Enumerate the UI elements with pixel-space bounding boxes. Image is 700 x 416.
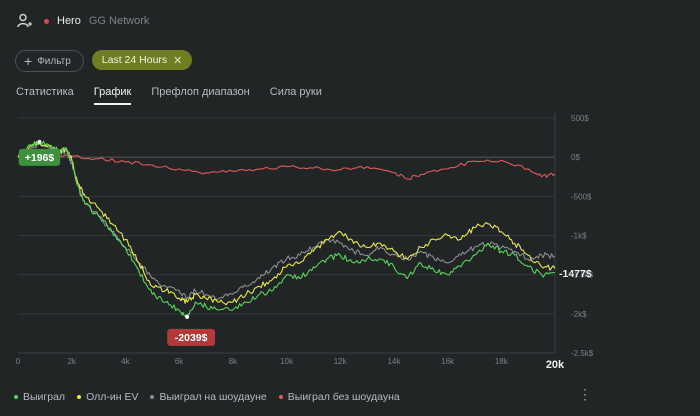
- y-tick-label: -1.5k$: [571, 271, 594, 280]
- legend-item-showdown[interactable]: Выиграл на шоудауне: [150, 391, 267, 403]
- series-line: [17, 140, 556, 318]
- tab-statistics[interactable]: Статистика: [16, 86, 74, 98]
- x-tick-label: 4k: [121, 357, 130, 366]
- series-line: [17, 141, 556, 306]
- x-tick-label: 20k: [546, 359, 565, 371]
- tab-hand-strength[interactable]: Сила руки: [269, 86, 322, 98]
- player-label: Hero: [57, 15, 81, 27]
- more-options-icon[interactable]: ⋮: [578, 386, 592, 402]
- legend-label: Выиграл без шоудауна: [287, 391, 400, 403]
- legend-item-allin-ev[interactable]: Олл-ин EV: [77, 391, 138, 403]
- x-tick-label: 8k: [229, 357, 238, 366]
- filter-button[interactable]: + Фильтр: [15, 50, 84, 72]
- y-tick-label: -1k$: [571, 232, 587, 241]
- x-tick-label: 10k: [280, 357, 294, 366]
- last-value-label: -1477$: [559, 268, 592, 280]
- x-tick-label: 6k: [175, 357, 184, 366]
- legend-item-won[interactable]: Выиграл: [14, 391, 65, 403]
- series-line: [17, 153, 556, 181]
- legend-label: Олл-ин EV: [86, 391, 139, 403]
- x-tick-label: 2k: [67, 357, 76, 366]
- y-tick-label: -500$: [571, 192, 592, 201]
- y-tick-label: -2.5k$: [571, 349, 594, 358]
- close-icon[interactable]: ✕: [173, 54, 183, 67]
- x-tick-label: 16k: [441, 357, 455, 366]
- tab-preflop-range[interactable]: Префлоп диапазон: [151, 86, 250, 98]
- legend-dot: [150, 395, 155, 399]
- legend-dot: [14, 395, 18, 399]
- y-tick-label: 0$: [571, 153, 580, 162]
- min-annotation-marker: [185, 314, 190, 319]
- legend: Выиграл Олл-ин EV Выиграл на шоудауне Вы…: [14, 391, 400, 403]
- max-annotation-badge: [18, 148, 61, 166]
- legend-dot: [278, 395, 283, 399]
- x-tick-label: 12k: [334, 357, 348, 366]
- series-line: [17, 141, 556, 301]
- plus-icon: +: [24, 53, 33, 69]
- network-label: GG Network: [88, 15, 150, 27]
- min-annotation-badge: [167, 328, 216, 346]
- user-icon[interactable]: [16, 12, 34, 30]
- x-tick-label: 18k: [495, 357, 509, 366]
- winnings-chart[interactable]: 500$ 0$ -500$ -1k$ -1.5k$ -2k$ -2.5k$ 0 2k 4k 6k 8k…: [0, 108, 700, 380]
- status-dot: [44, 18, 49, 24]
- date-range-chip-label: Last 24 Hours: [101, 54, 168, 66]
- max-annotation-marker: [37, 139, 42, 144]
- legend-dot: [77, 395, 82, 399]
- legend-label: Выиграл на шоудауне: [159, 391, 267, 403]
- header: Hero GG Network: [16, 10, 149, 32]
- legend-item-non-showdown[interactable]: Выиграл без шоудауна: [278, 391, 400, 403]
- x-tick-label: 14k: [387, 357, 401, 366]
- y-tick-label: 500$: [571, 114, 589, 123]
- legend-label: Выиграл: [23, 391, 66, 403]
- x-tick-label: 0: [16, 357, 21, 366]
- tab-bar: Статистика График Префлоп диапазон Сила …: [16, 86, 322, 105]
- filter-bar: + Фильтр Last 24 Hours ✕: [15, 50, 193, 72]
- max-annotation-label: +196$: [25, 152, 55, 164]
- min-annotation-label: -2039$: [175, 332, 208, 344]
- filter-button-label: Фильтр: [37, 55, 71, 67]
- tab-graph[interactable]: График: [93, 86, 132, 105]
- date-range-chip[interactable]: Last 24 Hours ✕: [91, 50, 193, 70]
- y-tick-label: -2k$: [571, 310, 587, 319]
